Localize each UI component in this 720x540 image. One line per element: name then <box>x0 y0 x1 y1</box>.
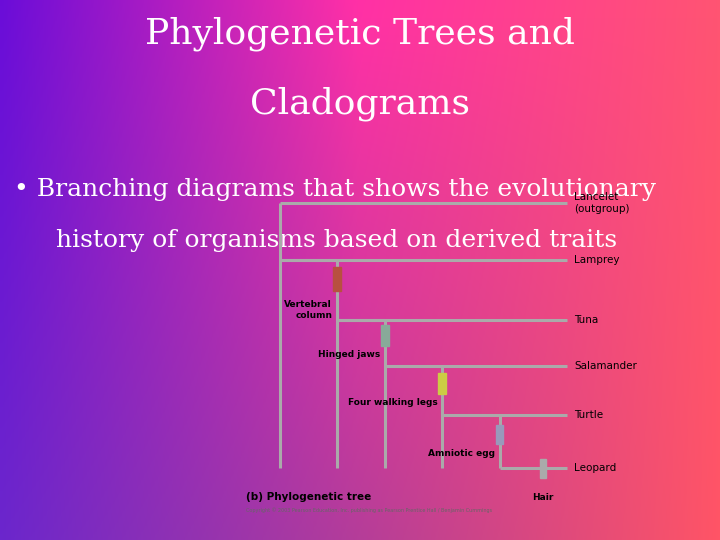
Text: Four walking legs: Four walking legs <box>348 397 438 407</box>
Text: Lamprey: Lamprey <box>574 254 619 265</box>
Text: Amniotic egg: Amniotic egg <box>428 449 495 458</box>
Text: Salamander: Salamander <box>574 361 637 371</box>
Text: Hinged jaws: Hinged jaws <box>318 350 380 359</box>
Text: Phylogenetic Trees and: Phylogenetic Trees and <box>145 16 575 51</box>
Bar <box>381 325 389 346</box>
Text: Hair: Hair <box>532 493 554 502</box>
Text: Turtle: Turtle <box>574 410 603 420</box>
Text: Vertebral
column: Vertebral column <box>284 300 332 320</box>
Text: Lancelet
(outgroup): Lancelet (outgroup) <box>574 192 629 214</box>
Text: Cladograms: Cladograms <box>250 86 470 121</box>
Text: Tuna: Tuna <box>574 315 598 325</box>
Bar <box>496 425 503 444</box>
Text: Copyright © 2003 Pearson Education, Inc. publishing as Pearson Prentice Hall / B: Copyright © 2003 Pearson Education, Inc.… <box>246 507 492 512</box>
Text: (b) Phylogenetic tree: (b) Phylogenetic tree <box>246 492 372 502</box>
Bar <box>333 267 341 292</box>
Bar <box>438 373 446 394</box>
Text: history of organisms based on derived traits: history of organisms based on derived tr… <box>40 230 617 253</box>
Text: Leopard: Leopard <box>574 463 616 473</box>
Text: • Branching diagrams that shows the evolutionary: • Branching diagrams that shows the evol… <box>14 178 657 201</box>
Bar <box>540 458 546 478</box>
